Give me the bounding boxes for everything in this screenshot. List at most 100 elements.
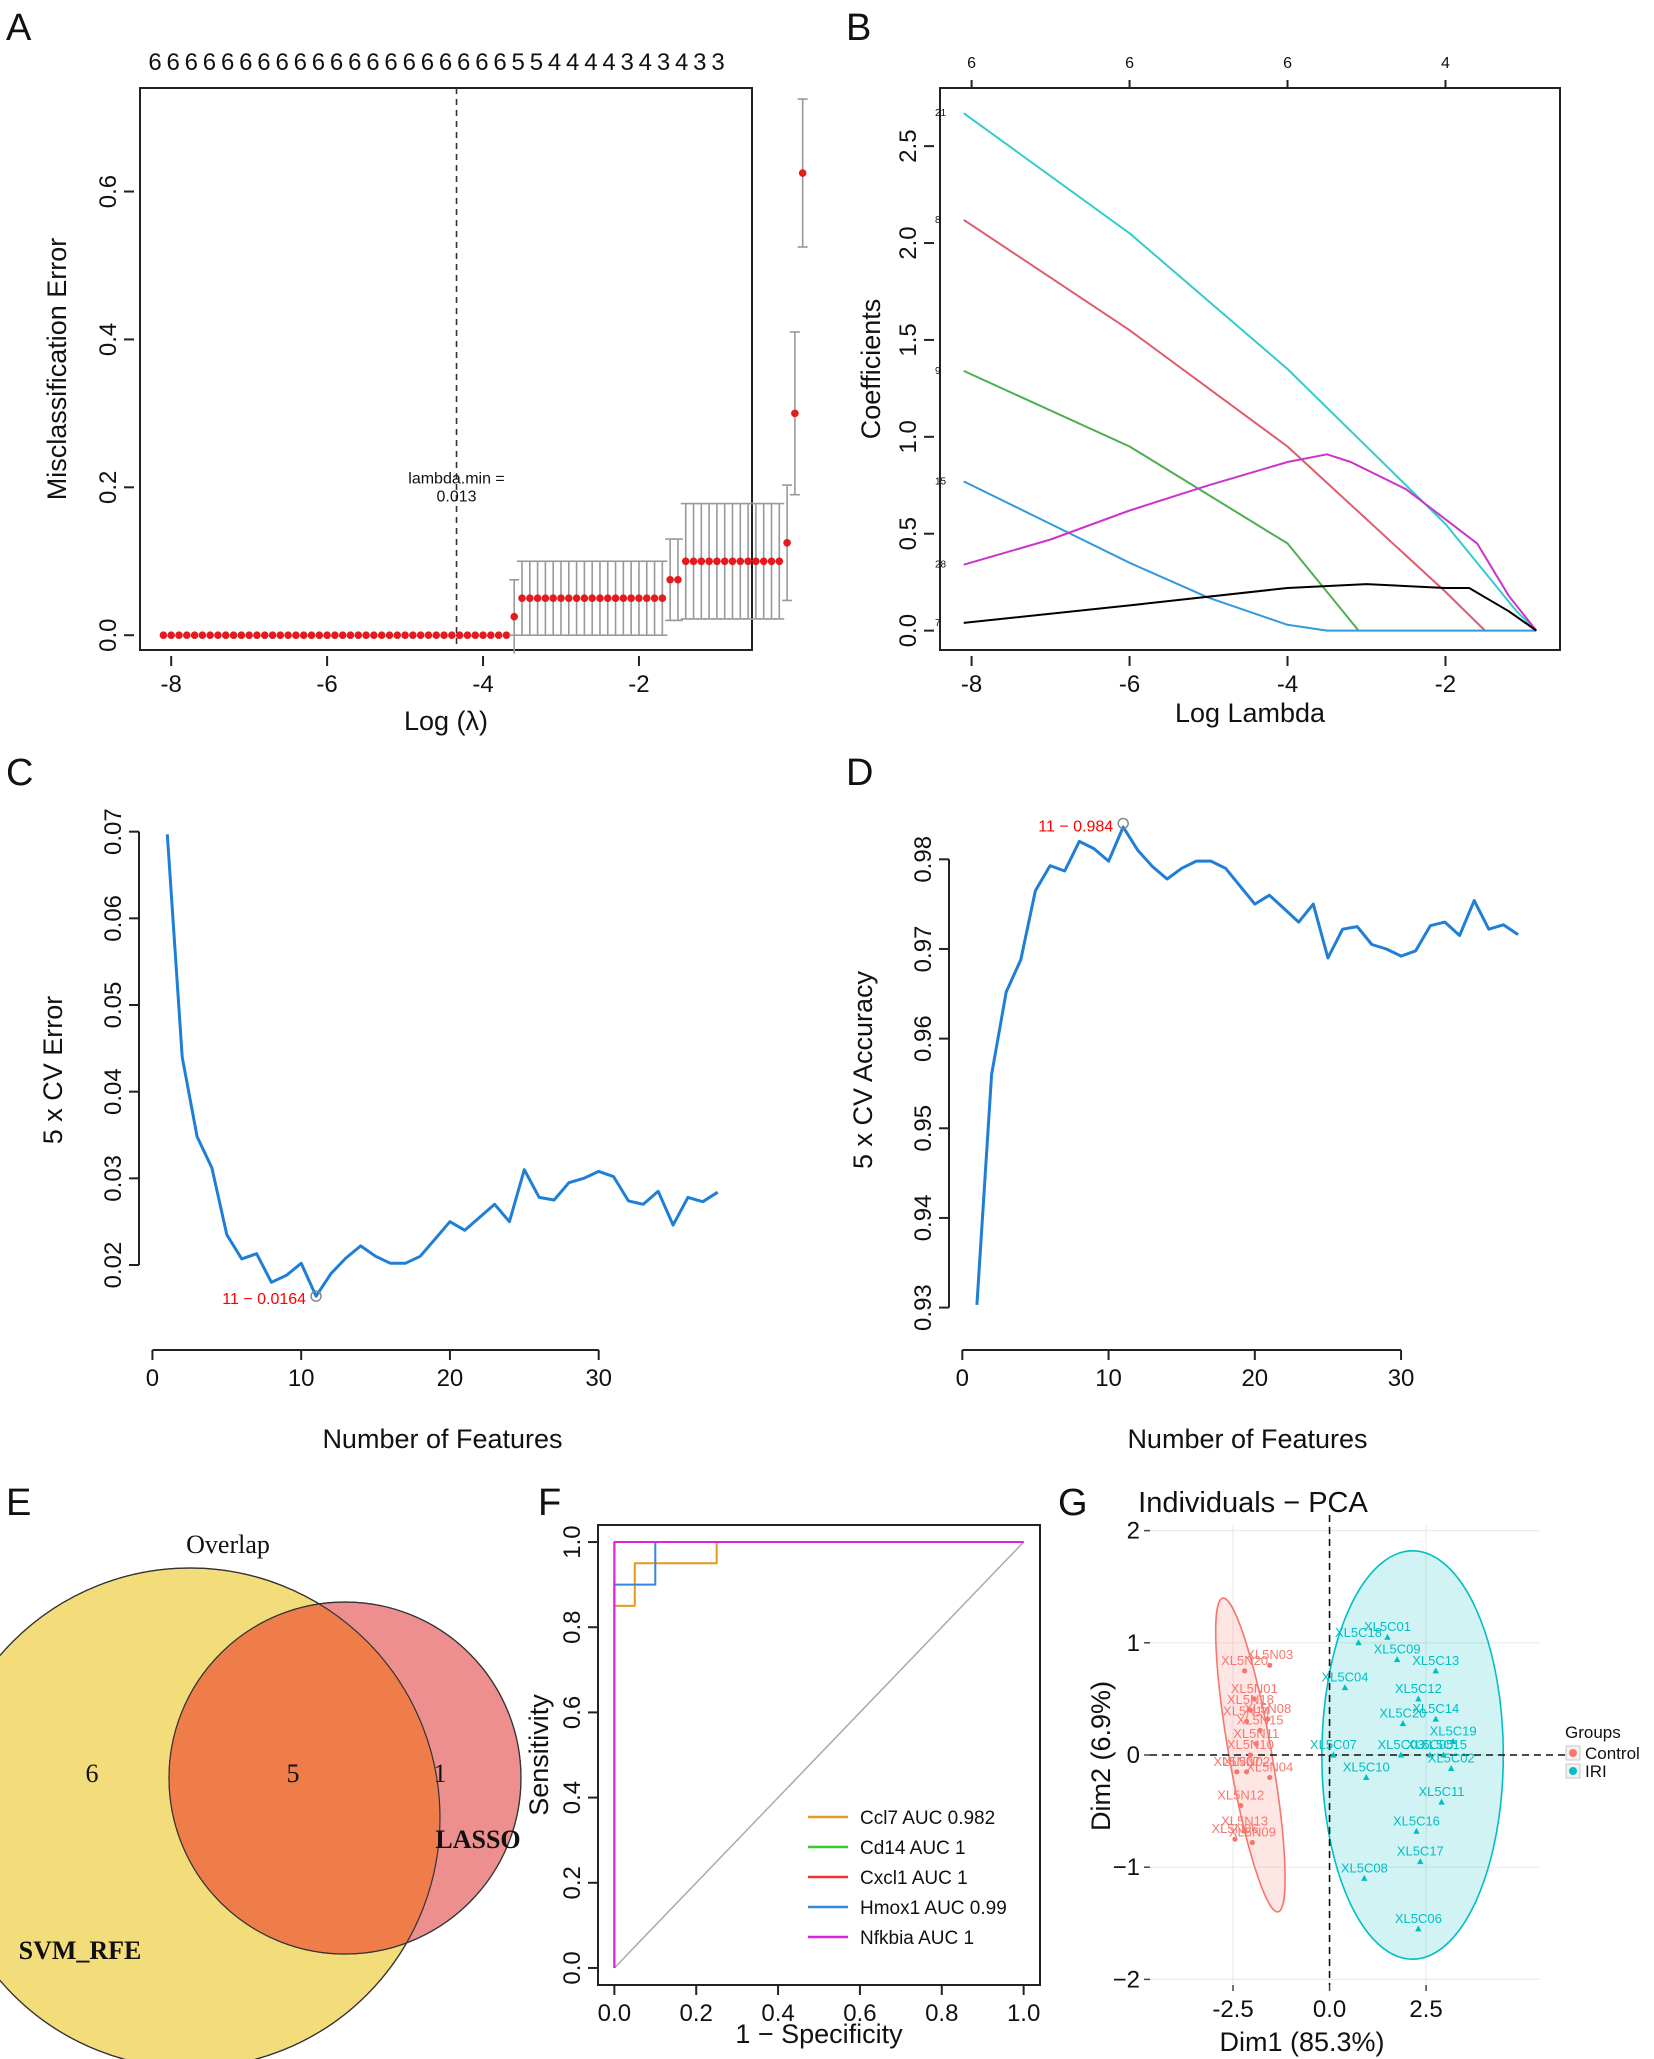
y-tick-label: 0.2 [95, 471, 122, 504]
top-tick-label: 6 [1283, 55, 1292, 72]
pca-point-label: XL5N04 [1246, 1759, 1293, 1774]
data-point [292, 631, 300, 640]
x-tick-label: -4 [472, 671, 493, 698]
pca-point-label: XL5C15 [1420, 1737, 1467, 1752]
data-point [658, 594, 667, 603]
x-tick-label: -6 [1119, 671, 1140, 698]
data-point [783, 538, 791, 547]
top-axis-label: 6 [185, 49, 198, 76]
pca-point [1257, 1727, 1263, 1733]
data-point [627, 594, 635, 603]
y-axis-title: Sensitivity [524, 1694, 554, 1816]
y-axis-title: 5 x CV Accuracy [848, 970, 878, 1169]
y-tick-label: 0.4 [559, 1781, 586, 1814]
data-point [455, 631, 464, 640]
panel-c-cv-error: 0 10 20 30 0.02 0.03 0.04 0.05 0.06 0.07 Number of… [38, 808, 719, 1454]
top-axis-label: 6 [439, 49, 452, 76]
x-axis-title: Number of Features [1127, 1424, 1367, 1454]
top-axis-label: 6 [421, 49, 434, 76]
top-axis-label: 6 [257, 49, 270, 76]
data-point [346, 631, 355, 640]
data-point [175, 631, 183, 640]
data-point [541, 594, 550, 603]
data-point [681, 557, 690, 566]
legend-label: Hmox1 AUC 0.99 [860, 1898, 1007, 1919]
coef-path-label: 8 [935, 215, 941, 226]
data-point [198, 631, 207, 640]
roc-curve-Nfkbia [613, 1541, 1024, 1968]
data-point [775, 557, 784, 566]
legend-label: Nfkbia AUC 1 [860, 1928, 974, 1949]
x-tick-label: 2.5 [1409, 1996, 1442, 2023]
coef-path-label: 15 [935, 476, 947, 487]
top-axis-label: 4 [566, 49, 579, 76]
top-axis-label: 3 [711, 49, 724, 76]
pca-point [1249, 1839, 1255, 1846]
data-point [167, 631, 175, 640]
data-point [697, 557, 706, 566]
data-point [728, 557, 737, 566]
data-point [736, 557, 745, 566]
y-tick-label: 1.5 [895, 323, 922, 356]
x-axis-title: Log (λ) [404, 706, 488, 736]
coef-path-label: 9 [935, 366, 941, 377]
data-point [331, 631, 339, 640]
legend-label: IRI [1585, 1762, 1607, 1781]
y-tick-label: 0.03 [100, 1155, 127, 1202]
highlight-label: 11 − 0.984 [1038, 818, 1113, 835]
legend-label: Control [1585, 1744, 1640, 1763]
data-point [744, 557, 752, 566]
top-axis-label: 3 [693, 49, 706, 76]
top-axis-label: 5 [512, 49, 525, 76]
data-point [424, 631, 433, 640]
x-tick-label: 30 [585, 1365, 612, 1392]
top-axis-label: 6 [475, 49, 488, 76]
data-point [502, 631, 511, 640]
venn-title: Overlap [186, 1530, 270, 1559]
panel-a-cv-misclassification: -8 -6 -4 -2 0.0 0.2 0.4 0.6 Log (λ) Misclassifica… [42, 49, 808, 736]
pca-point [1267, 1774, 1273, 1781]
data-point [354, 631, 363, 640]
coef-path-21 [963, 112, 1538, 632]
pca-point-label: XL5C14 [1412, 1701, 1459, 1716]
panel-b-coefficient-path: -8 -6 -4 -2 0.0 0.5 1.0 1.5 2.0 2.5 Log Lambda Coef… [856, 55, 1561, 728]
pca-point-label: XL5N06 [1211, 1821, 1258, 1836]
venn-outline-svm [0, 1567, 441, 2059]
data-point [409, 631, 417, 640]
pca-point [1363, 1773, 1370, 1780]
legend-marker [1569, 1749, 1577, 1757]
data-point [377, 631, 386, 640]
top-axis-label: 4 [639, 49, 652, 76]
data-point [260, 631, 269, 640]
data-point [588, 594, 596, 603]
data-point [689, 557, 698, 566]
pca-point [1242, 1828, 1248, 1834]
highlight-point [310, 1290, 322, 1302]
data-point [603, 594, 612, 603]
top-tick-label: 6 [967, 55, 976, 72]
pca-point [1234, 1769, 1240, 1775]
data-point [448, 631, 456, 640]
data-point [487, 631, 495, 640]
y-axis-title: Coefficients [856, 299, 886, 440]
y-tick-label: 0.05 [100, 982, 127, 1029]
data-point [549, 594, 557, 603]
top-axis-label: 4 [548, 49, 561, 76]
top-axis-label: 6 [221, 49, 234, 76]
pca-point [1251, 1696, 1257, 1702]
pca-point-label: XL5N07 [1213, 1754, 1260, 1769]
y-tick-label: 0.98 [910, 836, 937, 883]
plot-frame [939, 87, 1561, 651]
plot-frame [597, 1524, 1041, 1986]
top-axis-label: 4 [602, 49, 615, 76]
x-axis-title: Log Lambda [1175, 698, 1326, 728]
y-tick-label: 0.4 [95, 323, 122, 356]
data-point [315, 631, 324, 640]
x-axis-title: 1 − Specificity [735, 2019, 903, 2049]
data-point [494, 631, 503, 640]
top-axis-label: 5 [530, 49, 543, 76]
top-axis-label: 6 [493, 49, 506, 76]
pca-point [1399, 1720, 1407, 1727]
pca-point-label: XL5N13 [1221, 1813, 1268, 1828]
panel-label-a: A [6, 7, 32, 49]
